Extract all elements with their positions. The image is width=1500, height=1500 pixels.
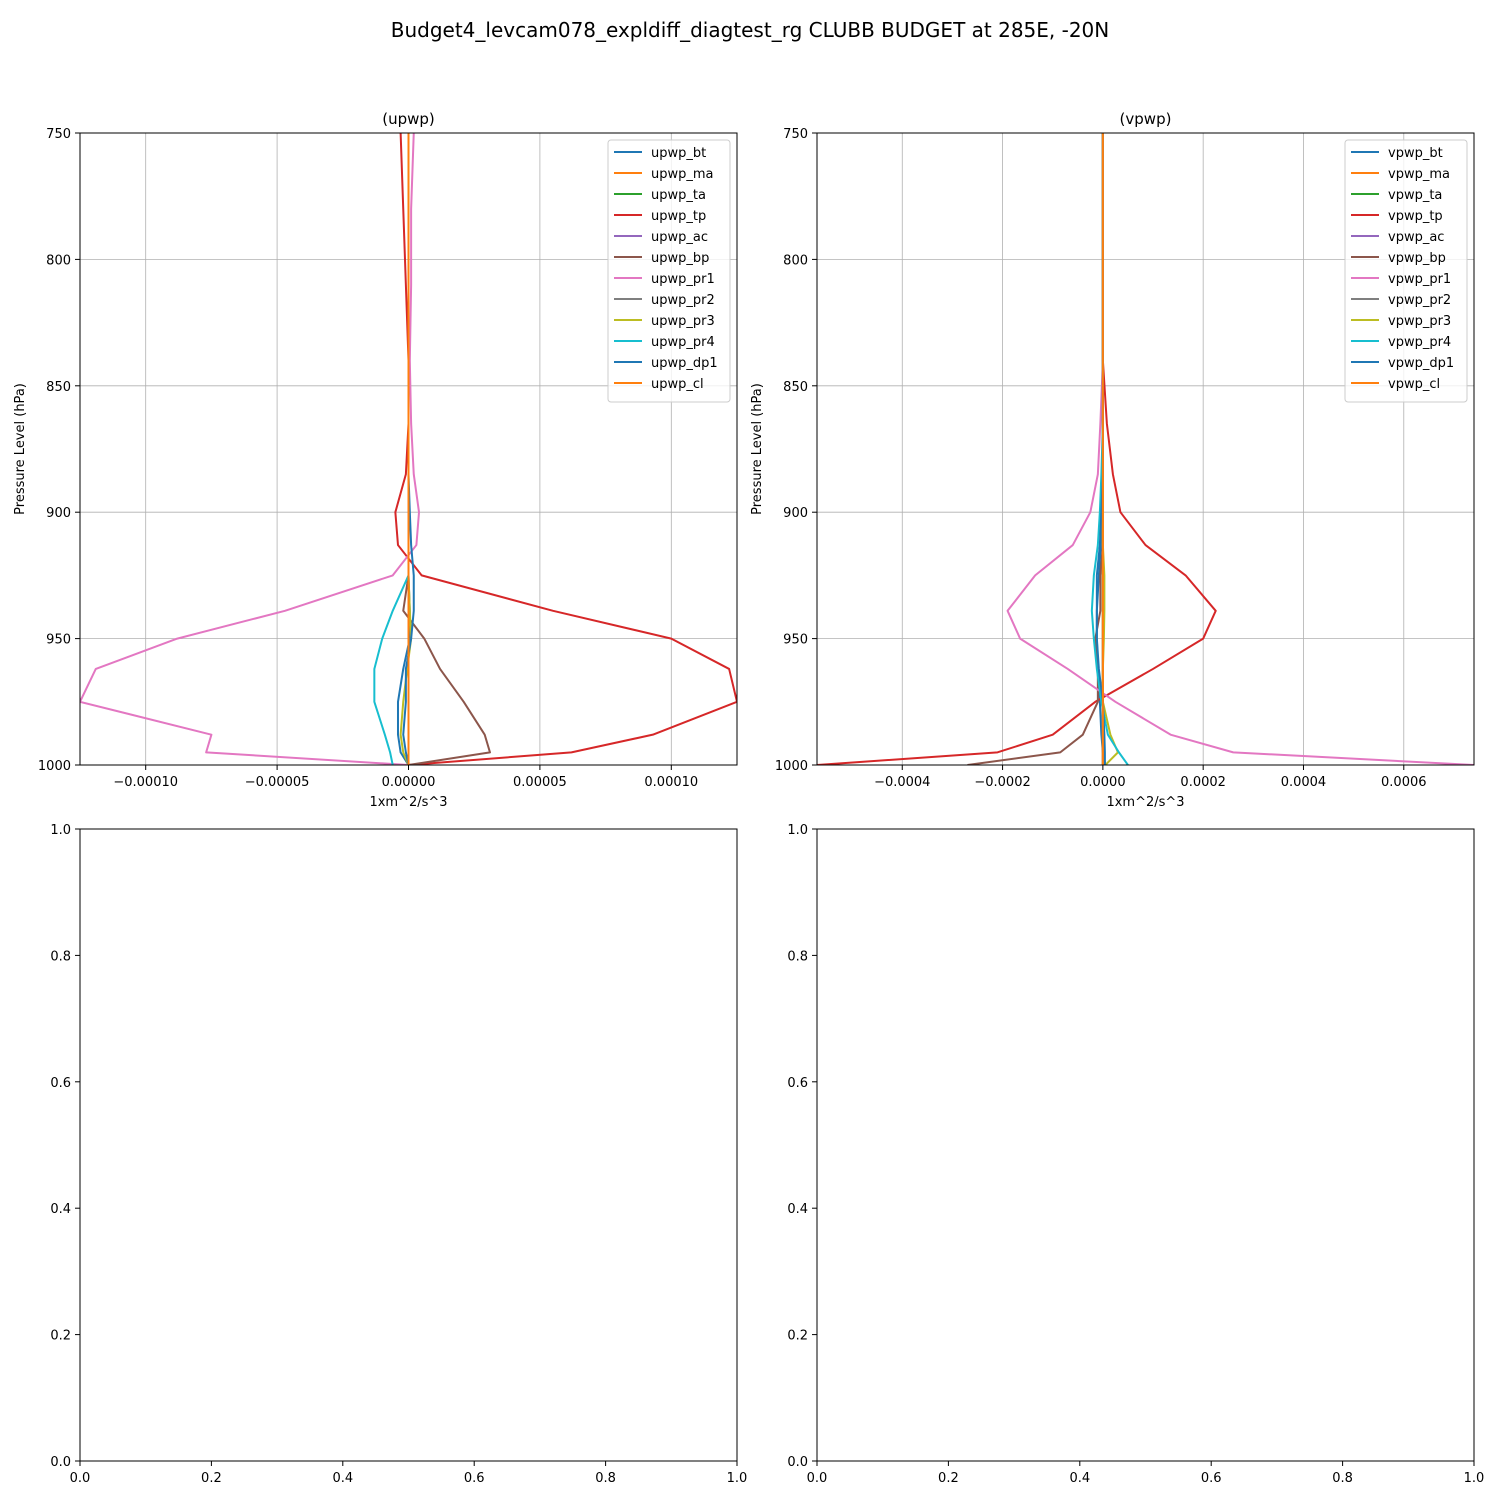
legend-entry-vpwp_bt: vpwp_bt	[1388, 146, 1443, 161]
x-tick-label: 0.0004	[1281, 775, 1327, 790]
legend-entry-vpwp_ac: vpwp_ac	[1388, 230, 1444, 245]
legend-entry-upwp_ac: upwp_ac	[651, 230, 708, 245]
x-axis-label: 1xm^2/s^3	[1106, 795, 1184, 810]
empty-panel-1: 0.0 0.2 0.4 0.6 0.8 1.0 0.0 0.2 0.4 0.6 0.8 1.0	[50, 823, 747, 1486]
axes-frame	[816, 132, 1475, 766]
y-tick-label: 0.0	[50, 1455, 71, 1470]
panel-title: (upwp)	[382, 110, 435, 128]
legend-entry-vpwp_pr4: vpwp_pr4	[1388, 335, 1451, 350]
legend-entry-vpwp_dp1: vpwp_dp1	[1388, 356, 1454, 371]
legend-entry-upwp_pr2: upwp_pr2	[651, 293, 715, 308]
legend-entry-vpwp_pr2: vpwp_pr2	[1388, 293, 1451, 308]
x-tick-label: −0.00010	[113, 775, 178, 790]
legend-entry-upwp_tp: upwp_tp	[651, 209, 706, 224]
y-tick-label: 950	[783, 633, 808, 648]
x-tick-label: 0.8	[595, 1471, 616, 1486]
x-tick-label: 0.4	[332, 1471, 353, 1486]
y-tick-label: 0.8	[787, 949, 808, 964]
y-tick-label: 0.2	[787, 1329, 808, 1344]
x-tick-label: −0.0002	[974, 775, 1030, 790]
legend-entry-vpwp_bp: vpwp_bp	[1388, 251, 1446, 266]
x-tick-label: 0.00010	[644, 775, 698, 790]
series-group	[80, 133, 737, 765]
y-tick-label: 950	[46, 633, 71, 648]
series-group	[817, 133, 1474, 765]
axes-frame	[79, 828, 738, 1462]
y-tick-label: 0.0	[787, 1455, 808, 1470]
x-tick-label: 0.00000	[382, 775, 436, 790]
y-tick-label: 900	[783, 506, 808, 521]
y-tick-label: 0.2	[50, 1329, 71, 1344]
y-tick-label: 800	[783, 253, 808, 268]
x-tick-label: 0.4	[1069, 1471, 1090, 1486]
y-axis-label: Pressure Level (hPa)	[13, 383, 28, 515]
legend-entry-vpwp_tp: vpwp_tp	[1388, 209, 1443, 224]
x-tick-label: 0.6	[464, 1471, 485, 1486]
x-tick-label: 0.6	[1201, 1471, 1222, 1486]
x-tick-label: 0.2	[938, 1471, 959, 1486]
y-tick-label: 0.6	[787, 1076, 808, 1091]
vpwp-panel: −0.0004 −0.0002 0.0000 0.0002 0.0004 0.0006 75…	[750, 110, 1475, 810]
legend-entry-upwp_bt: upwp_bt	[651, 146, 706, 161]
y-tick-label: 0.4	[50, 1202, 71, 1217]
x-tick-label: 0.00005	[513, 775, 567, 790]
legend-box	[1344, 139, 1468, 403]
legend-box	[607, 139, 731, 403]
x-tick-label: 0.0	[70, 1471, 91, 1486]
y-tick-label: 0.8	[50, 949, 71, 964]
legend-entry-vpwp_ta: vpwp_ta	[1388, 188, 1442, 203]
legend-entry-vpwp_pr3: vpwp_pr3	[1388, 314, 1451, 329]
legend-entry-upwp_pr4: upwp_pr4	[651, 335, 715, 350]
legend-entry-upwp_bp: upwp_bp	[651, 251, 709, 266]
legend-entry-upwp_ma: upwp_ma	[651, 167, 714, 182]
x-tick-label: 0.0000	[1080, 775, 1126, 790]
x-axis-label: 1xm^2/s^3	[369, 795, 447, 810]
y-tick-label: 1.0	[787, 823, 808, 838]
legend: vpwp_bt vpwp_ma vpwp_ta vpwp_tp vpwp_ac vpwp_…	[1344, 139, 1468, 403]
upwp-panel: −0.00010 −0.00005 0.00000 0.00005 0.00010 750…	[13, 110, 738, 810]
legend-entry-vpwp_cl: vpwp_cl	[1388, 377, 1440, 392]
figure-title: Budget4_levcam078_expldiff_diagtest_rg C…	[391, 18, 1110, 42]
legend: upwp_bt upwp_ma upwp_ta upwp_tp upwp_ac upwp_…	[607, 139, 731, 403]
axes-frame	[816, 828, 1475, 1462]
x-tick-label: 0.2	[201, 1471, 222, 1486]
series-line-upwp_tp	[394, 133, 737, 765]
y-tick-label: 850	[46, 380, 71, 395]
x-tick-label: 0.8	[1332, 1471, 1353, 1486]
x-tick-label: −0.00005	[245, 775, 310, 790]
x-tick-label: 0.0002	[1180, 775, 1226, 790]
panel-title: (vpwp)	[1120, 110, 1172, 128]
x-tick-label: −0.0004	[874, 775, 930, 790]
x-tick-label: 0.0006	[1381, 775, 1427, 790]
legend-entry-upwp_cl: upwp_cl	[651, 377, 704, 392]
legend-entry-vpwp_ma: vpwp_ma	[1388, 167, 1450, 182]
y-tick-label: 0.6	[50, 1076, 71, 1091]
legend-entry-vpwp_pr1: vpwp_pr1	[1388, 272, 1451, 287]
y-tick-label: 750	[46, 127, 71, 142]
y-tick-label: 800	[46, 253, 71, 268]
legend-entry-upwp_pr3: upwp_pr3	[651, 314, 715, 329]
empty-panel-2: 0.0 0.2 0.4 0.6 0.8 1.0 0.0 0.2 0.4 0.6 0.8 1.0	[787, 823, 1484, 1486]
legend-entry-upwp_pr1: upwp_pr1	[651, 272, 715, 287]
y-tick-label: 750	[783, 127, 808, 142]
x-tick-label: 0.0	[807, 1471, 828, 1486]
y-tick-label: 0.4	[787, 1202, 808, 1217]
y-tick-label: 1000	[38, 759, 71, 774]
legend-entry-upwp_ta: upwp_ta	[651, 188, 706, 203]
y-tick-label: 1.0	[50, 823, 71, 838]
x-tick-label: 1.0	[1464, 1471, 1485, 1486]
y-tick-label: 850	[783, 380, 808, 395]
y-axis-label: Pressure Level (hPa)	[750, 383, 765, 515]
y-tick-label: 900	[46, 506, 71, 521]
y-tick-label: 1000	[775, 759, 808, 774]
panels: −0.00010 −0.00005 0.00000 0.00005 0.00010 750…	[13, 110, 1484, 1486]
x-tick-label: 1.0	[727, 1471, 748, 1486]
legend-entry-upwp_dp1: upwp_dp1	[651, 356, 718, 371]
series-line-upwp_pr1	[80, 133, 421, 765]
